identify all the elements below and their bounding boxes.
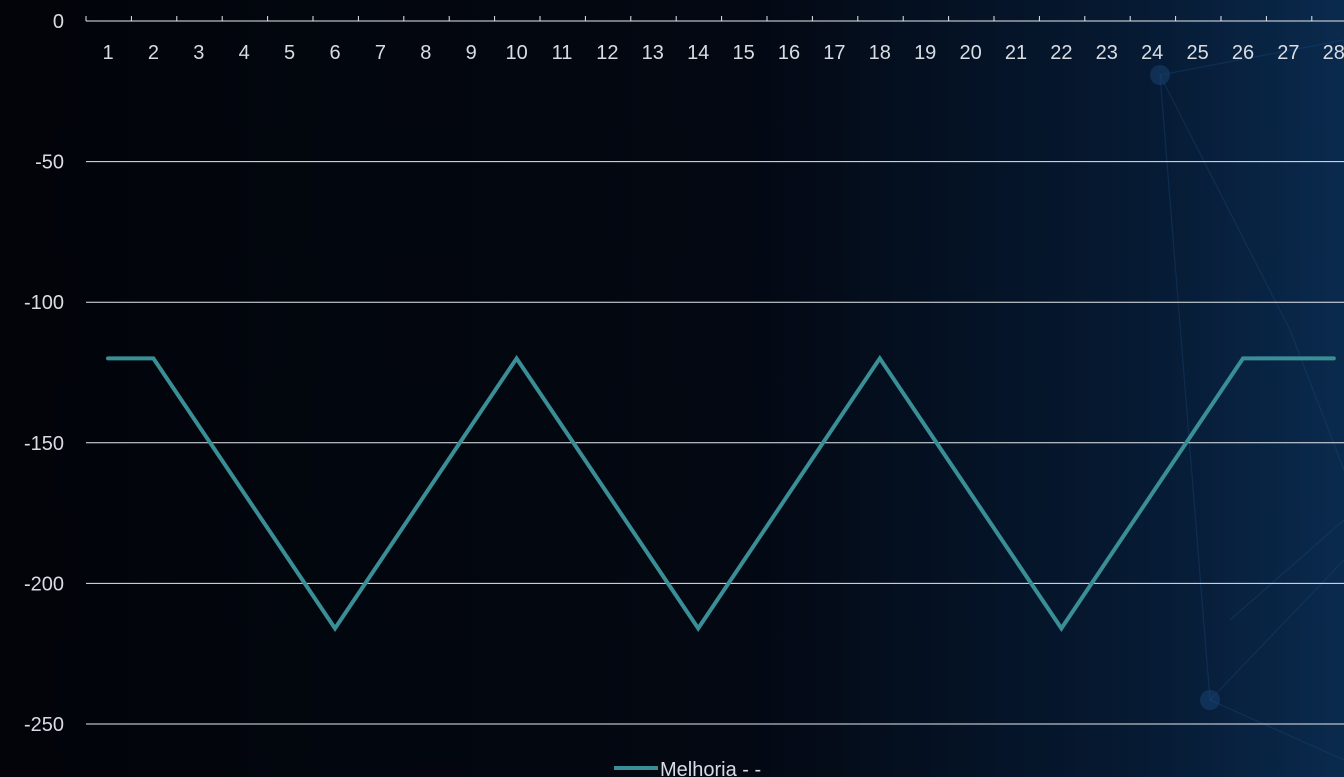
x-tick-label: 27 bbox=[1277, 42, 1299, 64]
y-tick-label: -100 bbox=[24, 292, 64, 314]
y-tick-label: -150 bbox=[24, 433, 64, 455]
x-tick-label: 16 bbox=[778, 42, 800, 64]
x-tick-label: 4 bbox=[239, 42, 250, 64]
x-tick-label: 8 bbox=[420, 42, 431, 64]
x-axis-labels: 1 2 3 4 5 6 7 8 9 10 11 12 13 14 15 16 17 18 19 20 21 22 23 24 2… bbox=[102, 42, 1344, 64]
y-tick-label: 0 bbox=[53, 11, 64, 33]
x-tick-label: 25 bbox=[1186, 42, 1208, 64]
x-tick-label: 7 bbox=[375, 42, 386, 64]
x-tick-label: 23 bbox=[1096, 42, 1118, 64]
x-tick-label: 15 bbox=[732, 42, 754, 64]
x-tick-label: 10 bbox=[505, 42, 527, 64]
legend-label: Melhoria - - bbox=[660, 759, 761, 777]
x-tick-label: 1 bbox=[102, 42, 113, 64]
y-tick-label: -250 bbox=[24, 714, 64, 736]
x-tick-label: 6 bbox=[329, 42, 340, 64]
gridlines bbox=[86, 161, 1344, 725]
x-tick-label: 5 bbox=[284, 42, 295, 64]
x-tick-label: 26 bbox=[1232, 42, 1254, 64]
x-tick-label: 2 bbox=[148, 42, 159, 64]
x-tick-label: 11 bbox=[552, 42, 573, 64]
series-line bbox=[106, 354, 1336, 632]
x-tick-label: 20 bbox=[959, 42, 981, 64]
x-tick-label: 24 bbox=[1141, 42, 1163, 64]
x-tick-label: 3 bbox=[193, 42, 204, 64]
y-tick-label: -50 bbox=[35, 152, 64, 174]
x-tick-label: 12 bbox=[596, 42, 618, 64]
x-tick-label: 22 bbox=[1050, 42, 1072, 64]
x-tick-label: 21 bbox=[1005, 42, 1027, 64]
x-axis bbox=[85, 16, 1344, 22]
y-tick-label: -200 bbox=[24, 573, 64, 595]
x-tick-label: 18 bbox=[869, 42, 891, 64]
x-tick-label: 28 bbox=[1323, 42, 1344, 64]
x-tick-label: 19 bbox=[914, 42, 936, 64]
y-axis-labels: 0 -50 -100 -150 -200 -250 bbox=[24, 11, 64, 736]
x-tick-label: 17 bbox=[823, 42, 845, 64]
series-lines bbox=[106, 354, 1336, 632]
x-tick-label: 13 bbox=[642, 42, 664, 64]
x-tick-label: 9 bbox=[466, 42, 477, 64]
legend: Melhoria - - bbox=[614, 759, 761, 777]
x-tick-label: 14 bbox=[687, 42, 709, 64]
